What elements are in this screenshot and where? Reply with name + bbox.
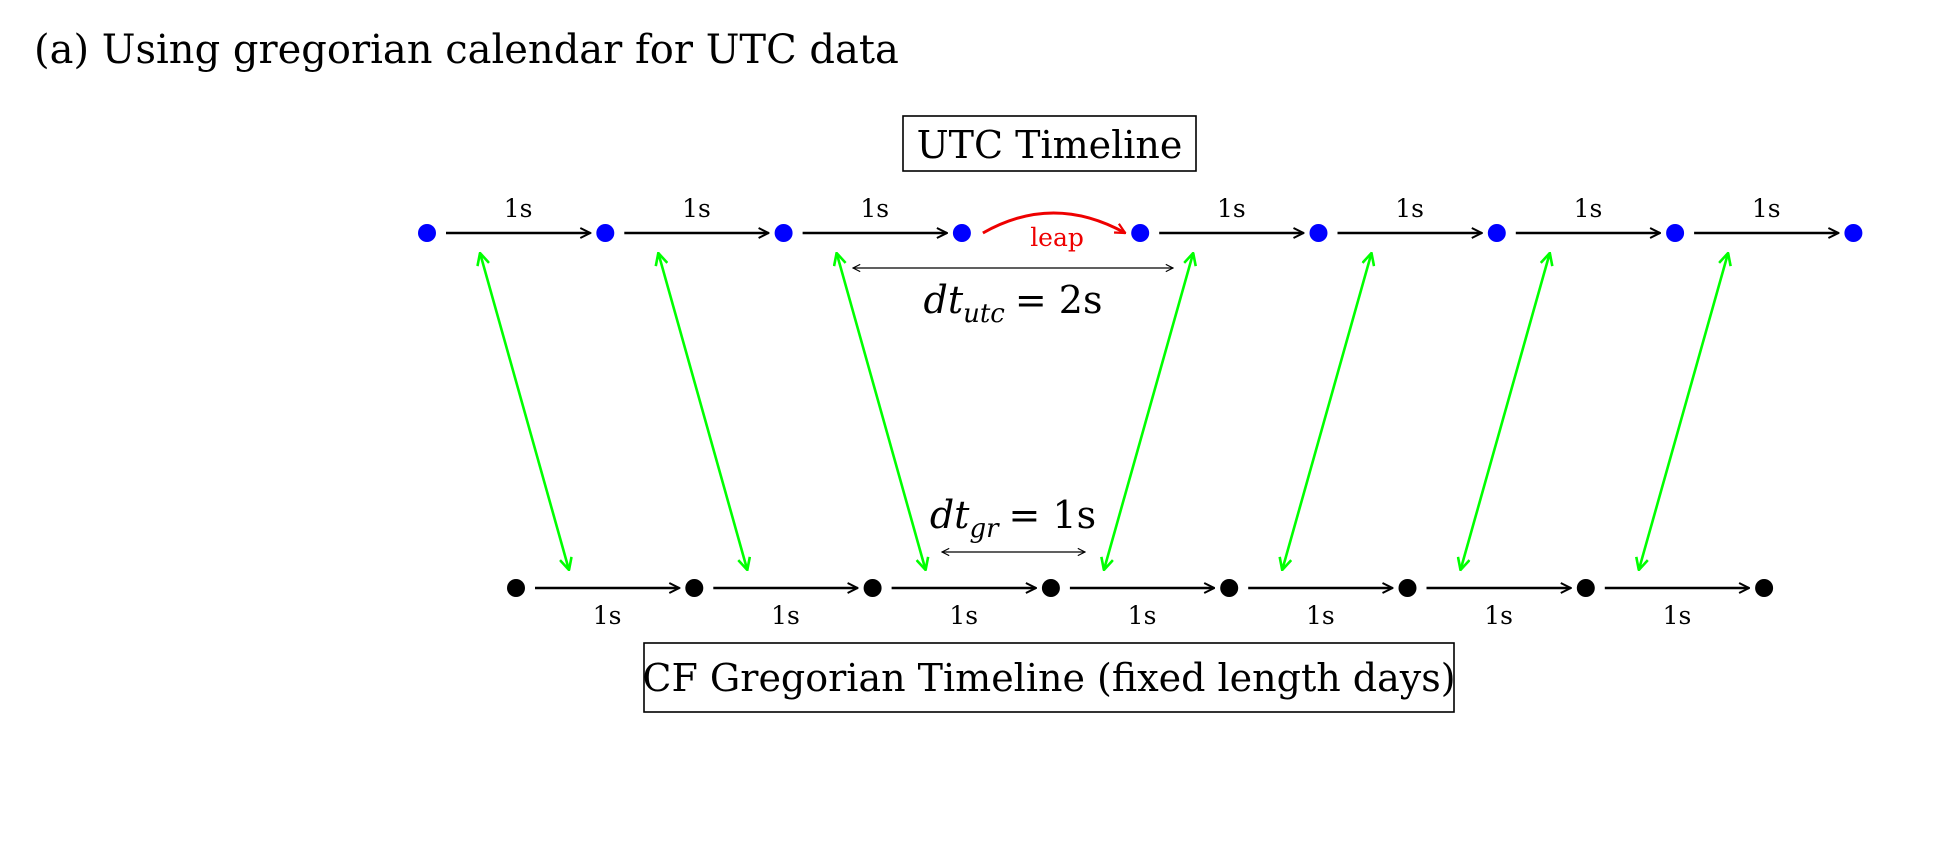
utc-point (1666, 224, 1685, 242)
utc-point (774, 224, 793, 242)
mapping-arrow (1639, 253, 1728, 570)
utc-point (1487, 224, 1506, 242)
gregorian-point (1755, 579, 1774, 597)
utc-leap-arrow (982, 211, 1125, 235)
gregorian-step-label: 1s (771, 601, 800, 630)
utc-step-label: 1s (1752, 194, 1781, 223)
utc-point (418, 224, 436, 242)
utc-point (1309, 224, 1328, 242)
utc-timeline: 1s 1s 1s leap 1s 1s 1s 1s (418, 194, 1863, 252)
utc-point (952, 224, 971, 242)
gregorian-step-label: 1s (1484, 601, 1513, 630)
gregorian-dt-label: dtgr = 1s (930, 493, 1096, 544)
utc-step-label: 1s (682, 194, 711, 223)
utc-timeline-title-box: UTC Timeline (902, 115, 1197, 172)
utc-dt-label: dtutc = 2s (924, 278, 1103, 329)
utc-leap-label: leap (1030, 223, 1084, 252)
utc-step-label: 1s (504, 194, 533, 223)
utc-dt-annotation: dtutc = 2s (853, 268, 1173, 329)
mapping-arrow (1104, 253, 1193, 570)
utc-timeline-title: UTC Timeline (917, 123, 1183, 167)
utc-point (596, 224, 615, 242)
utc-point (1131, 224, 1150, 242)
gregorian-step-label: 1s (1306, 601, 1335, 630)
gregorian-point (1576, 579, 1595, 597)
utc-point (1844, 224, 1863, 242)
gregorian-point (685, 579, 704, 597)
gregorian-timeline-title-box: CF Gregorian Timeline (fixed length days… (642, 642, 1456, 713)
utc-step-label: 1s (860, 194, 889, 223)
gregorian-point (1220, 579, 1239, 597)
gregorian-step-label: 1s (949, 601, 978, 630)
figure-caption: (a) Using gregorian calendar for UTC dat… (34, 27, 899, 73)
gregorian-timeline: 1s 1s 1s 1s 1s 1s 1s (507, 579, 1774, 630)
mapping-arrow (837, 253, 926, 570)
gregorian-point (507, 579, 525, 597)
gregorian-dt-annotation: dtgr = 1s (930, 493, 1096, 552)
mapping-arrow (1282, 253, 1371, 570)
mapping-arrows (480, 253, 1728, 570)
gregorian-timeline-title: CF Gregorian Timeline (fixed length days… (642, 656, 1455, 700)
gregorian-step-label: 1s (593, 601, 622, 630)
mapping-arrow (480, 253, 569, 570)
gregorian-step-label: 1s (1128, 601, 1157, 630)
mapping-arrow (1461, 253, 1550, 570)
gregorian-point (1041, 579, 1060, 597)
gregorian-step-label: 1s (1663, 601, 1692, 630)
utc-step-label: 1s (1395, 194, 1424, 223)
gregorian-point (863, 579, 882, 597)
gregorian-point (1398, 579, 1417, 597)
utc-step-label: 1s (1217, 194, 1246, 223)
utc-step-label: 1s (1574, 194, 1603, 223)
mapping-arrow (658, 253, 747, 570)
